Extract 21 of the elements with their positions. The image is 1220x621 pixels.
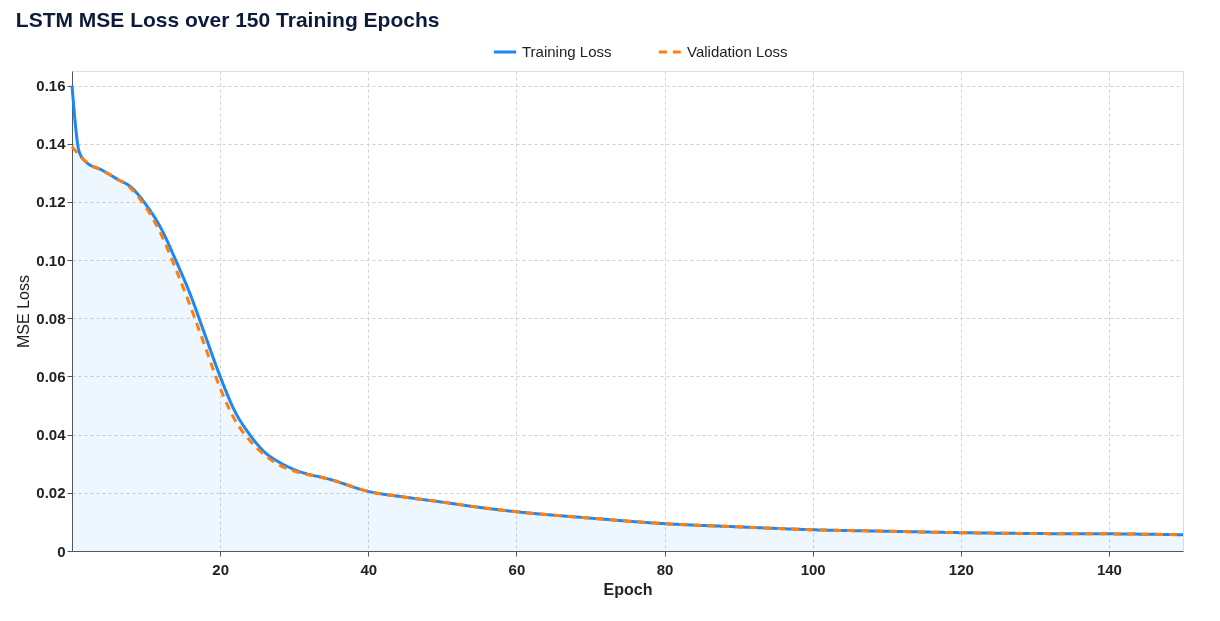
y-tick-label: 0.08 xyxy=(36,309,66,327)
y-tick-label: 0.10 xyxy=(36,251,66,269)
y-tick-label: 0.04 xyxy=(36,426,67,444)
x-tick-label: 140 xyxy=(1096,560,1122,578)
y-tick-label: 0.06 xyxy=(36,367,66,385)
x-tick-label: 120 xyxy=(948,560,974,578)
x-axis-title: Epoch xyxy=(603,580,653,598)
y-tick-label: 0.02 xyxy=(36,484,66,502)
y-tick-label: 0 xyxy=(57,542,66,560)
x-tick-label: 60 xyxy=(508,560,526,578)
x-tick-label: 100 xyxy=(800,560,826,578)
legend-label: Validation Loss xyxy=(687,43,788,60)
y-axis-title: MSE Loss xyxy=(15,275,33,348)
x-tick-label: 20 xyxy=(212,560,229,578)
y-tick-label: 0.16 xyxy=(36,77,66,95)
chart-title: LSTM MSE Loss over 150 Training Epochs xyxy=(15,8,440,31)
x-tick-label: 80 xyxy=(656,560,674,578)
legend-label: Training Loss xyxy=(522,43,612,60)
y-tick-label: 0.14 xyxy=(36,135,67,153)
x-tick-label: 40 xyxy=(360,560,378,578)
y-tick-label: 0.12 xyxy=(36,193,66,211)
